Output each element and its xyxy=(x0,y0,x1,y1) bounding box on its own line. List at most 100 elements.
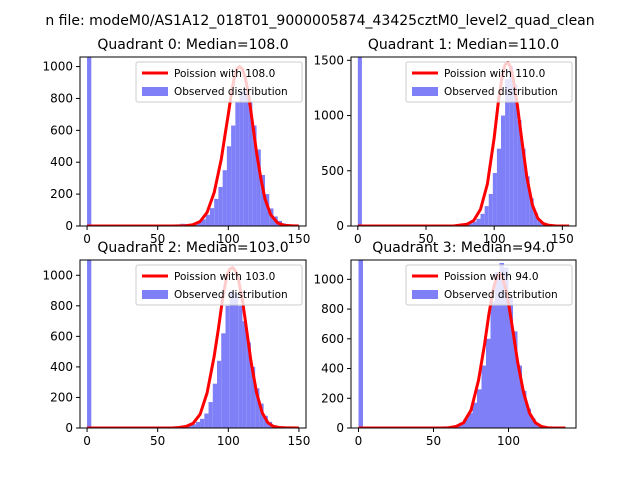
histogram-bar xyxy=(513,331,518,428)
histogram-bar xyxy=(496,148,501,226)
histogram-bar xyxy=(226,146,232,226)
y-tick-label: 200 xyxy=(50,187,73,201)
histogram-bar xyxy=(252,125,257,226)
histogram-bar xyxy=(522,390,527,428)
histogram-bar xyxy=(256,149,261,226)
histogram-bar xyxy=(214,198,219,226)
histogram-bar xyxy=(229,290,234,428)
legend-observed-swatch xyxy=(142,290,168,299)
histogram-bar xyxy=(265,194,270,226)
panel-quadrant-2: 0 50 100 150 0 200 400 600 800 1000 Poission with … xyxy=(42,240,310,448)
histogram-bar xyxy=(472,221,477,226)
histogram-bar xyxy=(501,115,506,226)
x-tick-label: 0 xyxy=(83,232,91,246)
y-tick-label: 600 xyxy=(50,123,73,137)
legend-observed-swatch xyxy=(412,87,438,96)
histogram-bar xyxy=(87,57,92,226)
legend-fit-label: Poission with 110.0 xyxy=(444,68,545,80)
y-tick-label: 1000 xyxy=(42,60,73,74)
x-tick-label: 50 xyxy=(150,434,165,448)
histogram-bar xyxy=(201,219,206,226)
x-tick-label: 0 xyxy=(354,232,362,246)
histogram-bar xyxy=(472,402,477,428)
histogram-bar xyxy=(204,413,209,428)
legend-observed-label: Observed distribution xyxy=(174,289,288,301)
histogram-bar xyxy=(529,198,534,226)
histogram-bar xyxy=(468,413,473,428)
panel-title: Quadrant 3: Median=94.0 xyxy=(372,240,554,256)
histogram-bar xyxy=(499,262,504,428)
y-tick-label: 1500 xyxy=(313,53,344,67)
x-tick-label: 50 xyxy=(418,232,433,246)
histogram-bar xyxy=(509,65,514,226)
legend-box xyxy=(135,264,303,306)
y-tick-label: 400 xyxy=(50,155,73,169)
y-tick-label: 400 xyxy=(321,362,344,376)
panel-title: Quadrant 2: Median=103.0 xyxy=(97,240,288,256)
legend-fit-label: Poission with 103.0 xyxy=(174,271,275,283)
legend-box xyxy=(405,61,573,103)
histogram-bar xyxy=(87,260,92,428)
histogram-bar xyxy=(531,418,536,428)
histogram-bar xyxy=(504,267,509,428)
y-tick-label: 600 xyxy=(321,332,344,346)
y-tick-label: 0 xyxy=(336,421,344,435)
y-tick-label: 200 xyxy=(50,390,73,404)
axes-frame xyxy=(79,56,307,227)
histogram-bar xyxy=(521,148,526,226)
histogram-bar xyxy=(187,425,192,428)
y-tick-label: 0 xyxy=(65,421,73,435)
y-tick-label: 800 xyxy=(50,299,73,313)
histogram-bar xyxy=(488,193,493,226)
x-tick-label: 100 xyxy=(483,232,506,246)
histogram-bar xyxy=(191,424,196,428)
legend-fit-label: Poission with 108.0 xyxy=(174,68,275,80)
histogram-bar xyxy=(221,333,226,428)
panel-title: Quadrant 1: Median=110.0 xyxy=(368,37,559,53)
x-tick-label: 100 xyxy=(497,434,520,448)
y-tick-label: 600 xyxy=(50,329,73,343)
y-tick-label: 1000 xyxy=(313,272,344,286)
histogram-bar xyxy=(513,84,518,226)
histogram-bar xyxy=(218,186,223,226)
histogram-bar xyxy=(212,383,218,428)
plot-area xyxy=(358,260,566,428)
panel-quadrant-0: 0 50 100 150 0 200 400 600 800 1000 Poission with … xyxy=(42,37,310,246)
histogram-bar xyxy=(208,402,213,428)
legend-fit-label: Poission with 94.0 xyxy=(444,271,539,283)
histogram-bar xyxy=(533,212,538,226)
histogram-bar xyxy=(200,418,205,428)
legend-box xyxy=(135,61,303,103)
histogram-bar xyxy=(195,421,201,428)
histogram-bar xyxy=(248,101,253,226)
x-tick-label: 50 xyxy=(150,232,165,246)
y-tick-label: 400 xyxy=(50,360,73,374)
x-tick-label: 100 xyxy=(217,434,240,448)
figure-suptitle: n file: modeM0/AS1A12_018T01_9000005874_… xyxy=(45,13,594,29)
histogram-bar xyxy=(217,360,222,428)
histogram-bar xyxy=(260,174,266,226)
histogram-bar xyxy=(243,90,249,226)
legend-box xyxy=(405,264,573,306)
histogram-bar xyxy=(517,119,522,226)
histogram-bar xyxy=(358,260,363,428)
histogram-bar xyxy=(517,365,522,428)
histogram-bar xyxy=(250,366,256,428)
histogram-bar xyxy=(233,293,239,428)
x-tick-label: 100 xyxy=(217,232,240,246)
histogram-bar xyxy=(486,338,491,428)
y-tick-label: 200 xyxy=(321,391,344,405)
y-tick-label: 0 xyxy=(65,219,73,233)
x-tick-label: 0 xyxy=(355,434,363,448)
histogram-bar xyxy=(205,214,210,226)
histogram-bar xyxy=(525,176,530,226)
histogram-bar xyxy=(357,57,362,226)
y-tick-label: 1000 xyxy=(313,109,344,123)
histogram-bar xyxy=(477,389,482,428)
legend-observed-label: Observed distribution xyxy=(444,289,558,301)
histogram-bar xyxy=(484,206,489,226)
